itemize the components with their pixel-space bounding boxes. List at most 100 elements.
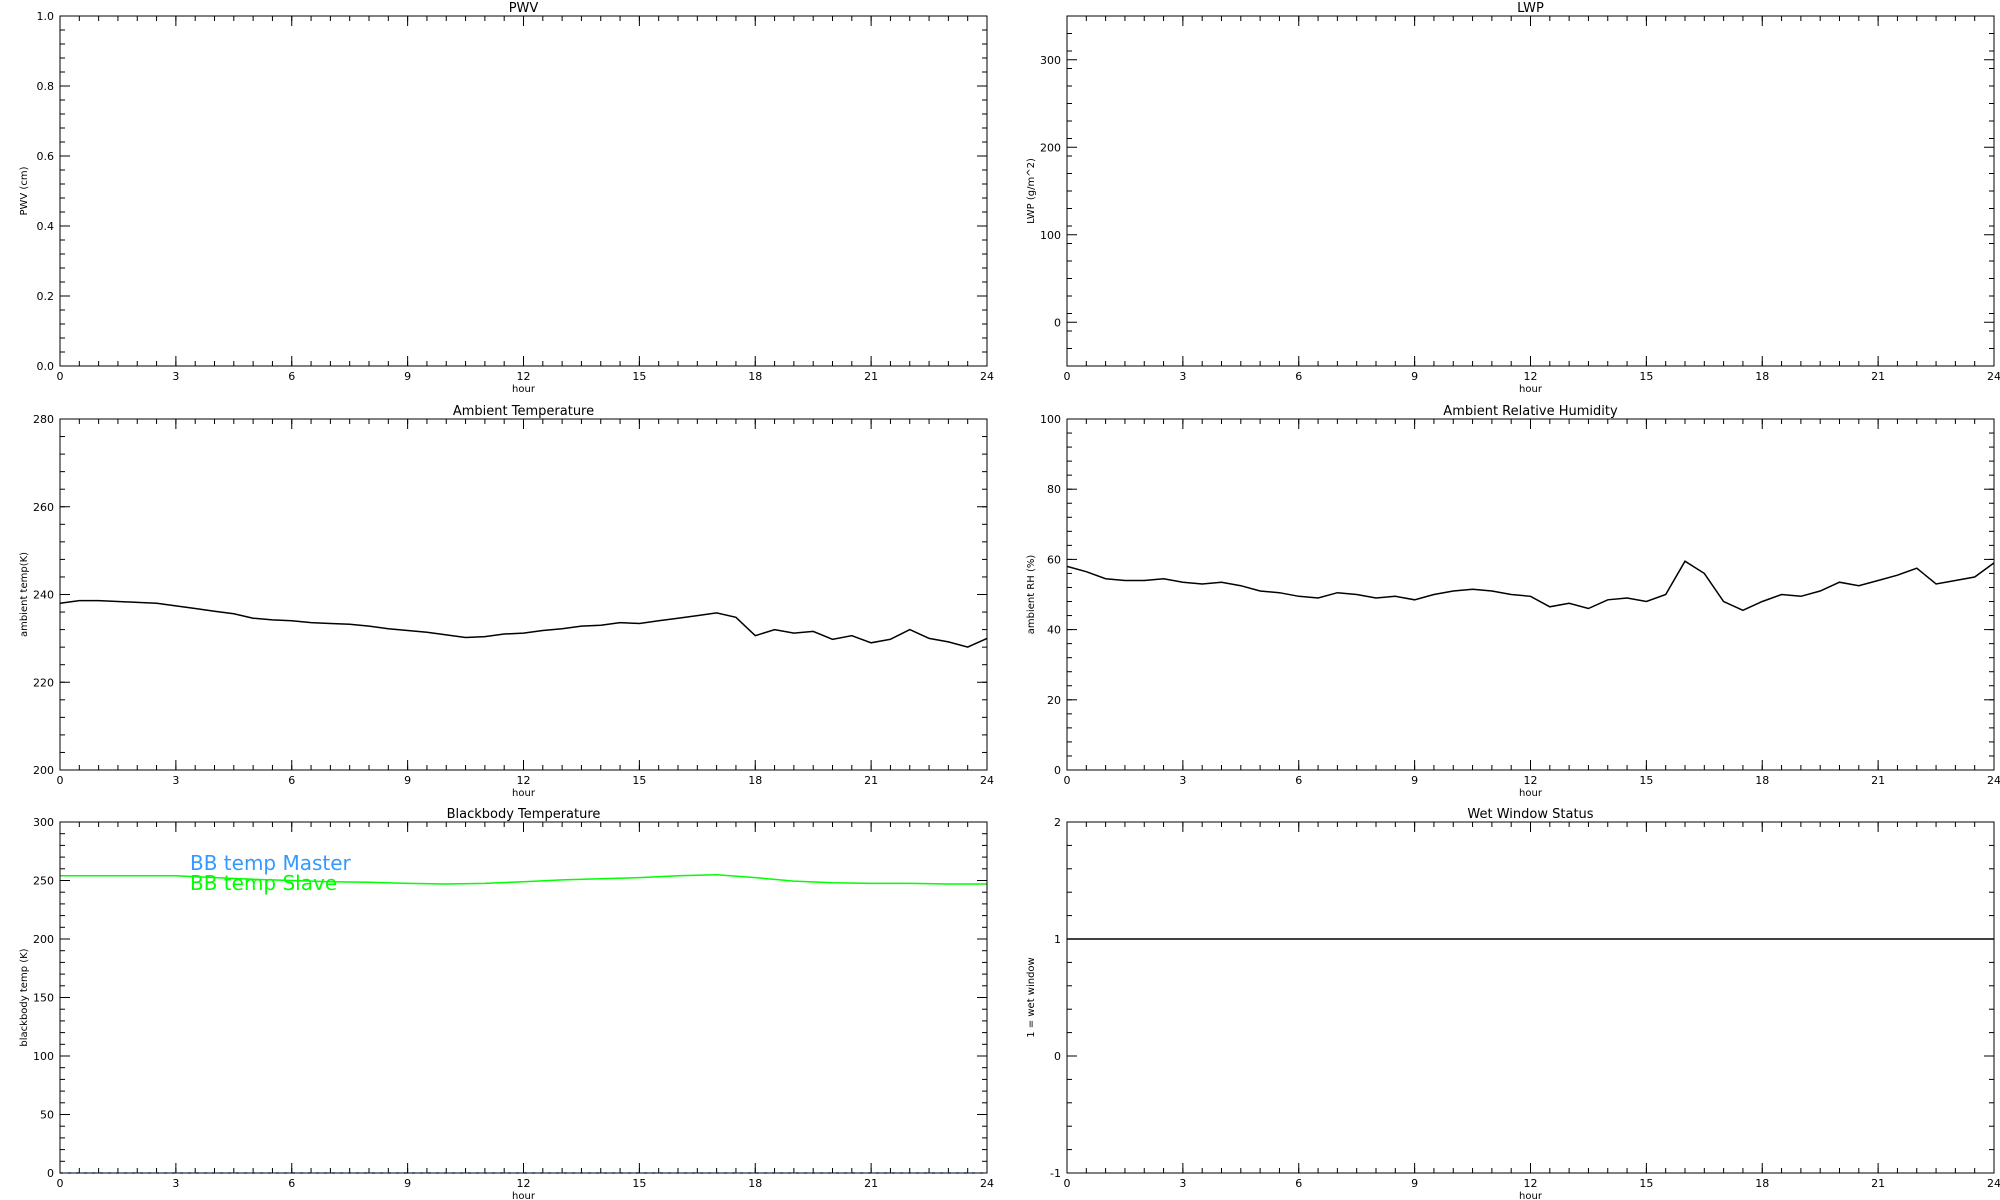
pwv-xtick-label: 21 [864,370,878,383]
ambient-rh-xtick-label: 18 [1755,774,1769,787]
pwv-ytick-label: 1.0 [37,10,55,23]
pwv-xtick-label: 6 [288,370,295,383]
wet-window-xtick-label: 24 [1987,1177,2000,1190]
lwp-xtick-label: 0 [1064,370,1071,383]
blackbody-temp-xtick-label: 6 [288,1177,295,1190]
lwp-ylabel: LWP (g/m^2) [1026,158,1037,224]
lwp-xtick-label: 21 [1871,370,1885,383]
ambient-temp-ytick-label: 240 [33,589,54,602]
ambient-temp-xtick-label: 24 [980,774,994,787]
wet-window-ytick-label: 2 [1054,816,1061,829]
blackbody-temp-ytick-label: 150 [33,992,54,1005]
pwv-xtick-label: 12 [517,370,531,383]
wet-window-xtick-label: 21 [1871,1177,1885,1190]
ambient-temp-xtick-label: 18 [748,774,762,787]
pwv-panel: 0 3 6 9 12 15 18 21 24 0.0 0.2 0.4 0.6 0.8 1.0 PWV hour P… [19,1,994,395]
ambient-temp-title: Ambient Temperature [453,404,594,419]
lwp-ytick-label: 300 [1040,54,1061,67]
lwp-xtick-label: 9 [1411,370,1418,383]
ambient-rh-xlabel: hour [1519,788,1543,799]
ambient-temp-minor-ticks [59,418,988,771]
ambient-temp-xtick-label: 21 [864,774,878,787]
pwv-ytick-label: 0.6 [37,150,55,163]
blackbody-temp-xtick-label: 3 [172,1177,179,1190]
blackbody-temp-panel: 0 3 6 9 12 15 18 21 24 0 50 100 150 200 250 300 Blackbod… [19,807,994,1200]
wet-window-xtick-label: 3 [1179,1177,1186,1190]
lwp-xtick-label: 24 [1987,370,2000,383]
wet-window-xtick-label: 9 [1411,1177,1418,1190]
ambient-rh-xtick-label: 6 [1295,774,1302,787]
lwp-xtick-label: 18 [1755,370,1769,383]
wet-window-title: Wet Window Status [1467,807,1593,822]
lwp-xlabel: hour [1519,384,1543,395]
blackbody-temp-ytick-label: 0 [47,1167,54,1180]
ambient-temp-xtick-label: 12 [517,774,531,787]
blackbody-temp-plot-frame [59,821,988,1174]
pwv-ytick-label: 0.4 [37,220,55,233]
ambient-rh-ytick-label: 0 [1054,764,1061,777]
ambient-temp-series-line [59,599,988,648]
pwv-title: PWV [509,1,539,16]
pwv-ytick-label: 0.2 [37,290,55,303]
legend-bb-temp-slave: BB temp Slave [190,871,337,895]
ambient-rh-ytick-label: 60 [1047,553,1061,566]
blackbody-temp-ytick-label: 200 [33,933,54,946]
wet-window-ytick-label: 0 [1054,1050,1061,1063]
wet-window-ytick-label: 1 [1054,933,1061,946]
pwv-xtick-label: 3 [172,370,179,383]
pwv-ylabel: PWV (cm) [19,166,30,215]
wet-window-xlabel: hour [1519,1191,1543,1200]
ambient-rh-xtick-label: 12 [1524,774,1538,787]
ambient-temp-xtick-label: 15 [632,774,646,787]
pwv-ytick-label: 0.0 [37,360,55,373]
ambient-rh-xtick-label: 0 [1064,774,1071,787]
bb-temp-slave-line [60,873,987,885]
ambient-temp-ytick-label: 220 [33,676,54,689]
wet-window-minor-ticks [1066,821,1995,1174]
lwp-xtick-label: 3 [1179,370,1186,383]
lwp-ytick-label: 200 [1040,141,1061,154]
ambient-rh-title: Ambient Relative Humidity [1443,404,1618,419]
ambient-temp-panel: 0 3 6 9 12 15 18 21 24 200 220 240 260 280 Ambient Tem… [19,404,994,799]
wet-window-ytick-label: -1 [1050,1167,1061,1180]
lwp-xtick-label: 15 [1639,370,1653,383]
pwv-xtick-label: 0 [57,370,64,383]
ambient-temp-ylabel: ambient temp(K) [19,552,30,637]
ambient-temp-xtick-label: 3 [172,774,179,787]
pwv-minor-ticks [59,15,988,367]
ambient-rh-plot-frame [1066,418,1995,771]
blackbody-temp-xtick-label: 24 [980,1177,994,1190]
wet-window-plot-frame [1066,821,1995,1174]
lwp-xtick-label: 12 [1524,370,1538,383]
blackbody-temp-xtick-label: 21 [864,1177,878,1190]
ambient-rh-ytick-label: 80 [1047,483,1061,496]
ambient-temp-ytick-label: 200 [33,764,54,777]
lwp-ytick-label: 100 [1040,229,1061,242]
wet-window-xtick-label: 6 [1295,1177,1302,1190]
pwv-ytick-label: 0.8 [37,80,55,93]
blackbody-temp-xtick-label: 18 [748,1177,762,1190]
lwp-xtick-label: 6 [1295,370,1302,383]
ambient-rh-ytick-label: 20 [1047,694,1061,707]
wet-window-xtick-label: 15 [1639,1177,1653,1190]
wet-window-ylabel: 1 = wet window [1026,957,1037,1037]
pwv-plot-frame [59,15,988,367]
blackbody-temp-ylabel: blackbody temp (K) [19,948,30,1046]
wet-window-xtick-label: 0 [1064,1177,1071,1190]
ambient-rh-panel: 0 3 6 9 12 15 18 21 24 0 20 40 60 80 100 Ambient Relati… [1026,404,2000,799]
ambient-temp-ytick-label: 280 [33,413,54,426]
ambient-rh-xtick-label: 15 [1639,774,1653,787]
ambient-temp-ytick-label: 260 [33,501,54,514]
ambient-rh-xtick-label: 24 [1987,774,2000,787]
blackbody-temp-ytick-label: 50 [40,1109,54,1122]
blackbody-temp-title: Blackbody Temperature [447,807,601,822]
wet-window-xtick-label: 12 [1524,1177,1538,1190]
pwv-xtick-label: 18 [748,370,762,383]
lwp-minor-ticks [1066,15,1995,367]
blackbody-temp-xlabel: hour [512,1191,536,1200]
blackbody-temp-xtick-label: 0 [57,1177,64,1190]
pwv-xtick-label: 9 [404,370,411,383]
blackbody-temp-xtick-label: 9 [404,1177,411,1190]
